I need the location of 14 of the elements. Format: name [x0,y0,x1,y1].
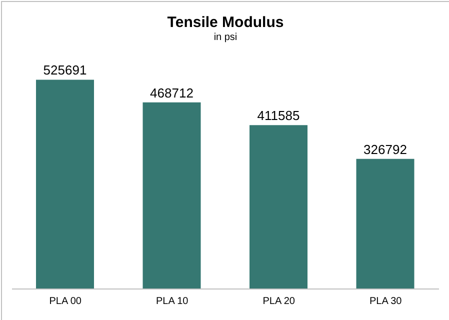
x-tick-label: PLA 30 [369,296,402,308]
bar [250,125,308,289]
x-tick-label: PLA 10 [156,296,189,308]
chart-subtitle: in psi [212,32,238,43]
data-label: 411585 [257,108,300,124]
x-tick-label: PLA 20 [262,296,296,308]
bar [356,158,414,289]
bar [142,102,201,289]
data-label: 326792 [364,142,407,157]
data-label: 468712 [150,85,194,100]
data-label: 525691 [43,62,87,78]
x-tick-label: PLA 00 [49,296,82,308]
bar [36,80,94,289]
chart-title: Tensile Modulus [166,14,285,31]
